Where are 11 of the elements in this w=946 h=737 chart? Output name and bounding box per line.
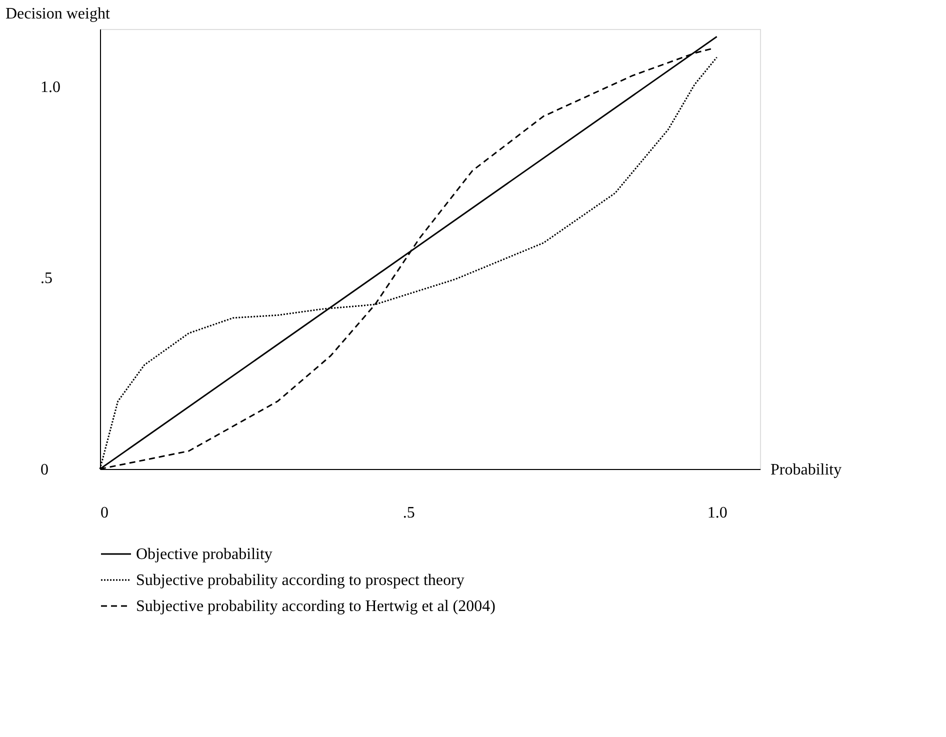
- y-tick-label: .5: [40, 270, 52, 288]
- x-tick-label: 0: [100, 504, 108, 522]
- y-axis-title: Decision weight: [6, 6, 110, 22]
- x-axis-title: Probability: [770, 462, 842, 478]
- legend-label: Subjective probability according to Hertwig et al (2004): [136, 598, 496, 615]
- y-tick-label: 1.0: [40, 78, 60, 96]
- x-tick-label: 1.0: [707, 504, 728, 522]
- legend-label: Subjective probability according to prospect theory: [136, 572, 464, 589]
- legend-label: Objective probability: [136, 546, 272, 563]
- y-tick-label: 0: [40, 462, 48, 478]
- x-tick-label: .5: [402, 504, 415, 522]
